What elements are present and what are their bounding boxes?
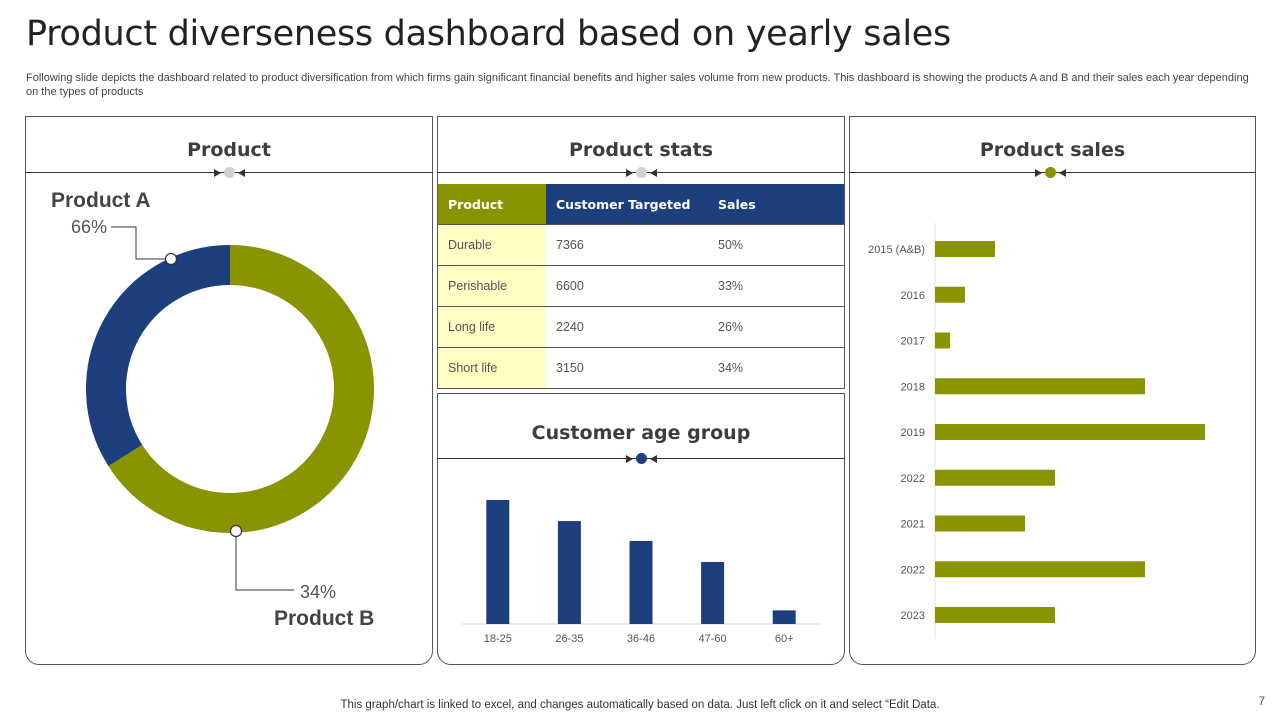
divider-arrow-right-icon <box>1035 169 1042 177</box>
table-row: Long life 2240 26% <box>438 306 844 348</box>
sales-tick-label: 2016 <box>901 290 925 302</box>
age-bar <box>557 521 581 624</box>
table-header-row: Product Customer Targeted Sales <box>438 184 844 225</box>
callout-line-product-b <box>235 531 294 591</box>
donut-label-product-b: Product B <box>274 607 374 630</box>
age-tick-label: 36-46 <box>627 633 655 645</box>
donut-slice-product-a <box>86 245 231 467</box>
divider-arrow-left-icon <box>1059 169 1066 177</box>
sales-bar <box>935 332 950 349</box>
sales-bar <box>935 241 995 257</box>
table-row: Perishable 6600 33% <box>438 265 844 307</box>
divider-arrow-right-icon <box>626 169 633 177</box>
sales-bar <box>935 286 965 303</box>
age-bar <box>629 540 653 624</box>
table-header-sales[interactable]: Sales <box>708 184 844 225</box>
callout-line-product-a <box>111 226 171 260</box>
table-cell-product: Durable <box>438 224 546 266</box>
product-panel[interactable]: Product Product A 66% 34% Product B <box>25 116 433 665</box>
table-cell-product: Perishable <box>438 265 546 307</box>
customer-age-bar-chart[interactable]: 18-25 26-35 36-46 47-60 60+ <box>438 464 844 654</box>
product-stats-panel[interactable]: Product stats Product Customer Targeted … <box>437 116 845 389</box>
panel-indicator-dot <box>1045 167 1056 178</box>
table-cell-sales: 33% <box>708 265 844 307</box>
panel-indicator-dot <box>636 167 647 178</box>
sales-bar <box>935 561 1145 578</box>
table-cell-product: Short life <box>438 347 546 388</box>
product-donut-chart[interactable]: Product A 66% 34% Product B <box>26 175 432 665</box>
age-bar <box>486 500 510 624</box>
table-cell-sales: 34% <box>708 347 844 388</box>
table-row: Durable 7366 50% <box>438 224 844 266</box>
sales-tick-label: 2021 <box>901 519 925 531</box>
table-header-product[interactable]: Product <box>438 184 546 225</box>
table-cell-customers: 2240 <box>546 306 708 348</box>
product-sales-bar-chart[interactable]: 2015 (A&B) 2016 2017 2018 2019 2022 2021 2022 20… <box>850 177 1255 657</box>
divider-arrow-left-icon <box>238 169 245 177</box>
sales-bar <box>935 424 1205 440</box>
table-cell-customers: 7366 <box>546 224 708 266</box>
panel-indicator-dot <box>224 167 235 178</box>
age-bar <box>772 610 796 624</box>
table-cell-customers: 3150 <box>546 347 708 388</box>
panel-indicator-dot <box>636 453 647 464</box>
divider-arrow-right-icon <box>214 169 221 177</box>
table-row: Short life 3150 34% <box>438 347 844 388</box>
sales-bar <box>935 469 1055 486</box>
page-subtitle: Following slide depicts the dashboard re… <box>26 72 1249 98</box>
sales-bar <box>935 607 1055 623</box>
footer-note: This graph/chart is linked to excel, and… <box>340 699 940 711</box>
age-tick-label: 47-60 <box>699 633 727 645</box>
age-tick-label: 60+ <box>775 633 794 645</box>
customer-age-panel-title: Customer age group <box>531 422 751 444</box>
donut-value-label-product-a: 66% <box>71 217 107 237</box>
callout-marker-product-a <box>164 252 178 266</box>
age-bar <box>701 562 725 624</box>
sales-tick-label: 2023 <box>901 610 925 622</box>
divider-arrow-right-icon <box>626 455 633 463</box>
table-cell-product: Long life <box>438 306 546 348</box>
customer-age-panel[interactable]: Customer age group 18-25 26-35 36-46 47-60 6… <box>437 393 845 665</box>
divider-arrow-left-icon <box>650 169 657 177</box>
sales-tick-label: 2019 <box>901 427 925 439</box>
sales-bar <box>935 378 1145 395</box>
sales-tick-label: 2022 <box>901 564 925 576</box>
page-number: 7 <box>1258 694 1265 708</box>
page-title: Product diverseness dashboard based on y… <box>26 14 951 54</box>
product-stats-table: Product Customer Targeted Sales Durable … <box>438 184 844 388</box>
donut-label-product-a: Product A <box>51 189 151 212</box>
donut-value-label-product-b: 34% <box>300 582 336 602</box>
callout-marker-product-b <box>229 524 243 538</box>
sales-tick-label: 2018 <box>901 381 925 393</box>
table-header-customer-targeted[interactable]: Customer Targeted <box>546 184 708 225</box>
table-cell-sales: 50% <box>708 224 844 266</box>
divider-arrow-left-icon <box>650 455 657 463</box>
table-cell-sales: 26% <box>708 306 844 348</box>
product-sales-panel-title: Product sales <box>979 139 1126 161</box>
product-stats-panel-title: Product stats <box>568 139 714 161</box>
product-panel-title: Product <box>187 139 271 161</box>
sales-tick-label: 2017 <box>901 336 925 348</box>
product-sales-panel[interactable]: Product sales 2015 (A&B) 2016 2017 2018 2019… <box>849 116 1256 665</box>
sales-tick-label: 2022 <box>901 473 925 485</box>
age-tick-label: 26-35 <box>555 633 583 645</box>
table-cell-customers: 6600 <box>546 265 708 307</box>
sales-bar <box>935 515 1025 532</box>
age-tick-label: 18-25 <box>484 633 512 645</box>
sales-tick-label: 2015 (A&B) <box>868 244 925 256</box>
donut-slice-product-b <box>108 245 374 533</box>
